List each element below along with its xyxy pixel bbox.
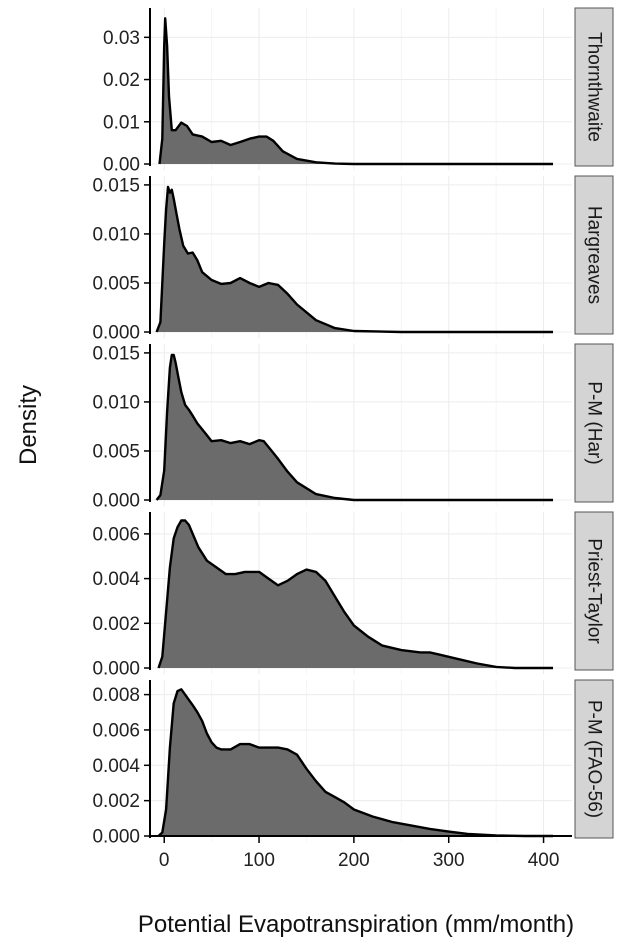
x-tick-label: 200 [338, 850, 370, 871]
panel-p-m-fao-56: 0.000 0.002 0.004 0.006 0.008 P-M (FAO-56) [92, 679, 614, 848]
density-area-p-m-har [155, 353, 553, 502]
y-tick-label: 0.010 [92, 224, 140, 245]
panel-hargreaves: 0.000 0.005 0.010 0.015 Hargreaves [92, 175, 614, 344]
y-tick-label: 0.004 [92, 756, 140, 777]
y-tick-label: 0.005 [92, 441, 140, 462]
strip-box-priest-taylor [574, 511, 614, 671]
density-area-p-m-fao-56 [157, 688, 553, 838]
y-tick-label: 0.008 [92, 685, 140, 706]
strip-box-hargreaves [574, 175, 614, 335]
y-tick-label: 0.002 [92, 791, 140, 812]
strip-label-p-m-fao-56: P-M (FAO-56) [584, 700, 605, 818]
y-tick-label: 0.010 [92, 392, 140, 413]
x-tick-label: 400 [528, 850, 560, 871]
x-tick-label: 300 [433, 850, 465, 871]
strip-label-p-m-har: P-M (Har) [584, 381, 605, 464]
strip-box-p-m-fao-56 [574, 679, 614, 839]
y-tick-label: 0.03 [103, 28, 140, 49]
strip-box-thornthwaite [574, 7, 614, 167]
x-tick-label: 100 [243, 850, 275, 871]
strip-label-thornthwaite: Thornthwaite [584, 32, 605, 142]
strip-label-priest-taylor: Priest-Taylor [584, 538, 605, 644]
y-tick-label: 0.015 [92, 175, 140, 196]
density-area-thornthwaite [158, 17, 553, 166]
strip-label-hargreaves: Hargreaves [584, 206, 605, 304]
panels-layer: 0.000.010.020.03 Thornthwaite0.0000.0050.… [92, 7, 614, 848]
y-tick-label: 0.01 [103, 112, 140, 133]
y-tick-label: 0.02 [103, 70, 140, 91]
y-tick-label: 0.004 [92, 569, 140, 590]
y-tick-label: 0.000 [92, 827, 140, 848]
y-tick-label: 0.002 [92, 614, 140, 635]
strip-box-p-m-har [574, 343, 614, 503]
y-tick-label: 0.005 [92, 273, 140, 294]
y-tick-label: 0.00 [103, 155, 140, 176]
density-area-priest-taylor [157, 519, 553, 670]
y-tick-label: 0.000 [92, 323, 140, 344]
density-area-hargreaves [155, 185, 553, 334]
y-tick-label: 0.006 [92, 524, 140, 545]
y-tick-label: 0.015 [92, 343, 140, 364]
x-axis-title: Potential Evapotranspiration (mm/month) [138, 911, 574, 938]
x-axis: 0 100 200 300 400 [150, 835, 572, 871]
panel-p-m-har: 0.000 0.005 0.010 0.015 P-M (Har) [92, 343, 614, 512]
x-tick-label: 0 [159, 850, 170, 871]
panel-priest-taylor: 0.000 0.002 0.004 0.006 Priest-Taylor [92, 511, 614, 680]
panel-thornthwaite: 0.00 0.01 0.02 0.03 Thornthwaite [103, 7, 614, 176]
y-tick-label: 0.006 [92, 720, 140, 741]
y-tick-label: 0.000 [92, 659, 140, 680]
y-tick-label: 0.000 [92, 491, 140, 512]
y-axis-title: Density [15, 385, 42, 465]
